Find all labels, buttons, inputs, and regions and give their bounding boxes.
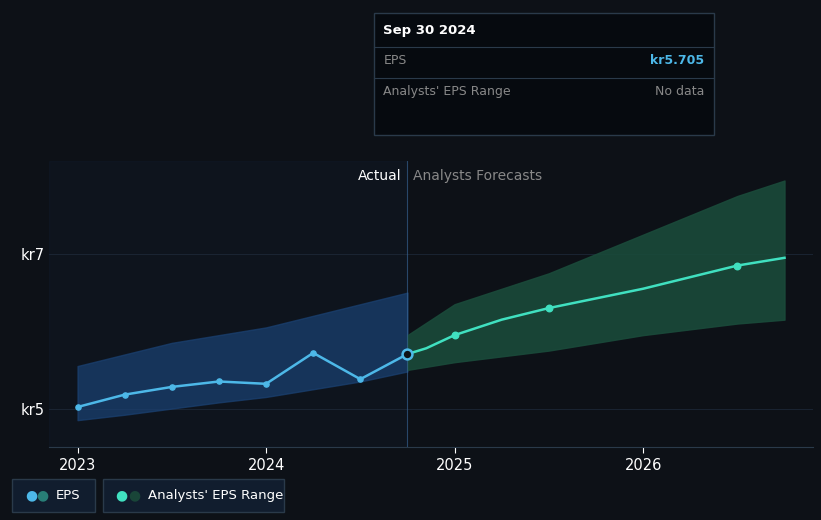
Text: ●: ●: [37, 489, 48, 502]
Point: [731, 262, 744, 270]
Text: ●: ●: [116, 489, 127, 502]
Point: [118, 391, 131, 399]
Text: Analysts' EPS Range: Analysts' EPS Range: [383, 85, 511, 98]
Bar: [49, 161, 407, 447]
Text: EPS: EPS: [56, 489, 80, 502]
Text: Actual: Actual: [358, 169, 401, 183]
Text: ●: ●: [128, 489, 140, 502]
Text: ●: ●: [25, 489, 37, 502]
Point: [543, 304, 556, 312]
Point: [71, 403, 84, 411]
Point: [354, 375, 367, 383]
Text: Sep 30 2024: Sep 30 2024: [383, 24, 476, 37]
Text: EPS: EPS: [383, 54, 406, 67]
Point: [259, 380, 273, 388]
Point: [401, 350, 414, 358]
Point: [213, 378, 226, 386]
Point: [306, 349, 319, 357]
Text: kr5.705: kr5.705: [650, 54, 704, 67]
Point: [448, 331, 461, 339]
Text: No data: No data: [655, 85, 704, 98]
Point: [401, 350, 414, 358]
Point: [165, 383, 178, 391]
Text: Analysts Forecasts: Analysts Forecasts: [413, 169, 542, 183]
Text: Analysts' EPS Range: Analysts' EPS Range: [148, 489, 283, 502]
